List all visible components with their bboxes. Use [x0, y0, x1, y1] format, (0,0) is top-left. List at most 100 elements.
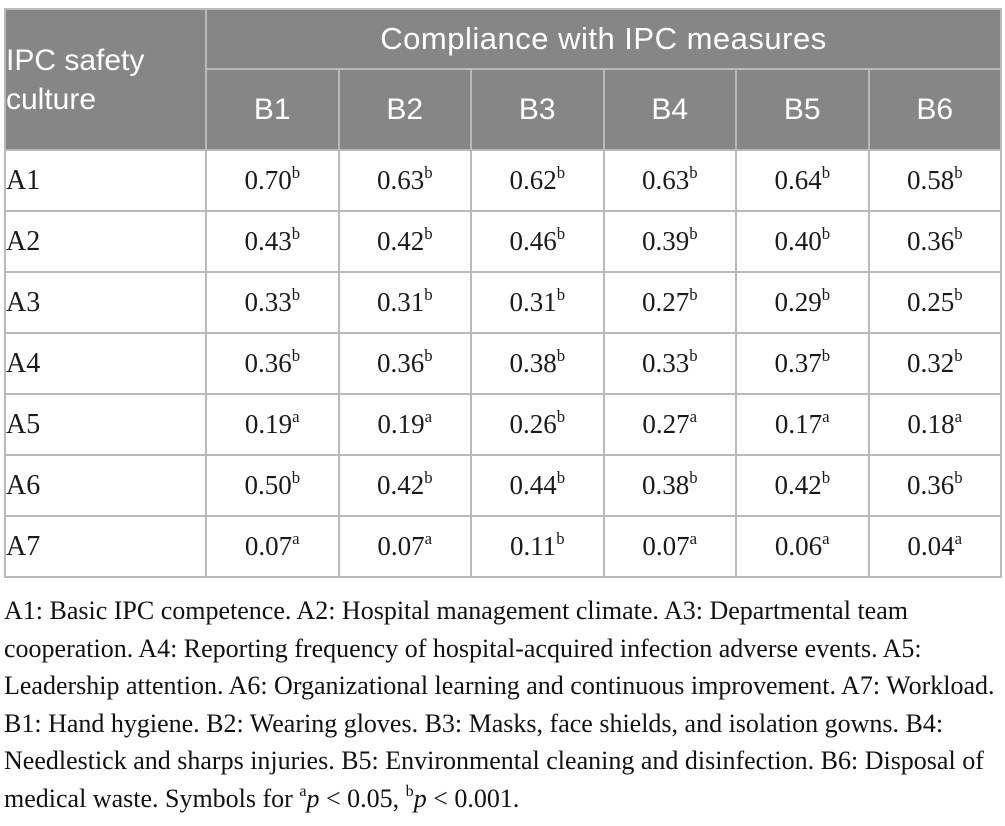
correlation-cell: 0.36b: [205, 332, 340, 395]
significance-superscript: b: [424, 224, 433, 244]
table-row: A5 0.19a 0.19a 0.26b 0.27a 0.17a 0.18a: [4, 393, 1002, 456]
correlation-cell: 0.19a: [337, 393, 472, 456]
column-header-b1: B1: [205, 68, 340, 151]
footnote-segment: b: [405, 783, 414, 801]
correlation-value: 0.46: [509, 226, 557, 256]
correlation-value: 0.36: [244, 348, 292, 378]
correlation-value: 0.26: [509, 409, 557, 439]
correlation-value: 0.18: [907, 409, 955, 439]
correlation-cell: 0.38b: [470, 332, 605, 395]
correlation-cell: 0.33b: [602, 332, 737, 395]
footnote-segment: < 0.05,: [319, 783, 406, 813]
column-group-header: Compliance with IPC measures: [205, 8, 1002, 70]
table-row: A7 0.07a 0.07a 0.11b 0.07a 0.06a 0.04a: [4, 515, 1002, 578]
group-header-row: IPC safety culture Compliance with IPC m…: [4, 8, 1002, 151]
footnote-segment: A1: Basic IPC competence. A2: Hospital m…: [4, 596, 995, 813]
row-label: A2: [4, 210, 207, 273]
row-label: A5: [4, 393, 207, 456]
row-label: A6: [4, 454, 207, 517]
correlation-cell: 0.27b: [602, 271, 737, 334]
significance-superscript: a: [954, 529, 963, 549]
row-label: A4: [4, 332, 207, 395]
significance-superscript: a: [292, 407, 300, 427]
correlation-cell: 0.17a: [735, 393, 870, 456]
table-header: IPC safety culture Compliance with IPC m…: [4, 8, 1002, 151]
correlation-cell: 0.70b: [205, 149, 340, 212]
table-row: A2 0.43b 0.42b 0.46b 0.39b 0.40b 0.36b: [4, 210, 1002, 273]
significance-superscript: a: [424, 407, 433, 427]
correlation-value: 0.63: [641, 165, 690, 195]
table-row: A3 0.33b 0.31b 0.31b 0.27b 0.29b 0.25b: [4, 271, 1002, 334]
significance-superscript: b: [556, 346, 566, 366]
significance-superscript: b: [291, 346, 301, 366]
significance-superscript: b: [556, 224, 566, 244]
correlation-value: 0.63: [376, 165, 425, 195]
significance-superscript: b: [689, 224, 698, 244]
significance-superscript: b: [821, 285, 831, 305]
significance-superscript: b: [291, 468, 301, 488]
footnote-segment: p: [306, 783, 320, 813]
correlation-cell: 0.33b: [205, 271, 340, 334]
correlation-value: 0.07: [642, 531, 690, 561]
significance-superscript: b: [821, 468, 831, 488]
correlation-value: 0.36: [906, 226, 955, 256]
correlation-cell: 0.63b: [337, 149, 472, 212]
significance-superscript: b: [556, 468, 566, 488]
table-row: A6 0.50b 0.42b 0.44b 0.38b 0.42b 0.36b: [4, 454, 1002, 517]
correlation-cell: 0.50b: [205, 454, 340, 517]
correlation-value: 0.07: [244, 531, 293, 561]
correlation-cell: 0.27a: [602, 393, 737, 456]
correlation-value: 0.36: [906, 470, 955, 500]
correlation-cell: 0.36b: [337, 332, 472, 395]
correlation-value: 0.19: [377, 409, 425, 439]
footnote-segment: < 0.001.: [426, 783, 520, 813]
correlation-cell: 0.64b: [735, 149, 870, 212]
column-header-b3: B3: [470, 68, 605, 151]
significance-superscript: b: [424, 163, 433, 183]
correlation-value: 0.07: [377, 531, 425, 561]
significance-superscript: b: [556, 407, 566, 427]
row-group-header: IPC safety culture: [4, 8, 207, 151]
correlation-cell: 0.18a: [867, 393, 1002, 456]
correlation-value: 0.42: [376, 226, 425, 256]
correlation-cell: 0.58b: [867, 149, 1002, 212]
column-headers-row: B1 B2 B3 B4 B5 B6: [5, 68, 1002, 151]
correlation-cell: 0.07a: [337, 515, 472, 578]
significance-superscript: b: [556, 529, 565, 549]
correlation-cell: 0.04a: [867, 515, 1002, 578]
table-row: A4 0.36b 0.36b 0.38b 0.33b 0.37b 0.32b: [4, 332, 1002, 395]
footnote-segment: a: [299, 783, 307, 801]
correlation-cell: 0.29b: [735, 271, 870, 334]
significance-superscript: b: [954, 224, 963, 244]
column-header-b2: B2: [337, 68, 472, 151]
row-label: A3: [4, 271, 207, 334]
correlation-cell: 0.32b: [867, 332, 1002, 395]
correlation-value: 0.36: [376, 348, 425, 378]
correlation-cell: 0.38b: [602, 454, 737, 517]
correlation-value: 0.40: [774, 226, 822, 256]
significance-superscript: b: [424, 468, 433, 488]
significance-superscript: b: [424, 346, 433, 366]
correlation-value: 0.38: [641, 470, 690, 500]
correlation-cell: 0.11b: [470, 515, 605, 578]
significance-superscript: b: [291, 224, 301, 244]
correlation-value: 0.44: [509, 470, 557, 500]
correlation-value: 0.17: [774, 409, 823, 439]
table-footnote: A1: Basic IPC competence. A2: Hospital m…: [4, 592, 1004, 817]
significance-superscript: a: [292, 529, 300, 549]
significance-superscript: a: [822, 407, 830, 427]
correlation-cell: 0.36b: [867, 210, 1002, 273]
correlation-cell: 0.07a: [205, 515, 340, 578]
correlation-value: 0.58: [906, 165, 955, 195]
significance-superscript: a: [954, 407, 963, 427]
correlation-value: 0.31: [376, 287, 425, 317]
correlation-value: 0.50: [244, 470, 292, 500]
correlation-value: 0.25: [906, 287, 955, 317]
correlation-cell: 0.42b: [337, 210, 472, 273]
correlation-cell: 0.44b: [470, 454, 605, 517]
correlation-cell: 0.06a: [735, 515, 870, 578]
correlation-cell: 0.63b: [602, 149, 737, 212]
correlation-value: 0.42: [774, 470, 822, 500]
correlation-value: 0.33: [244, 287, 292, 317]
